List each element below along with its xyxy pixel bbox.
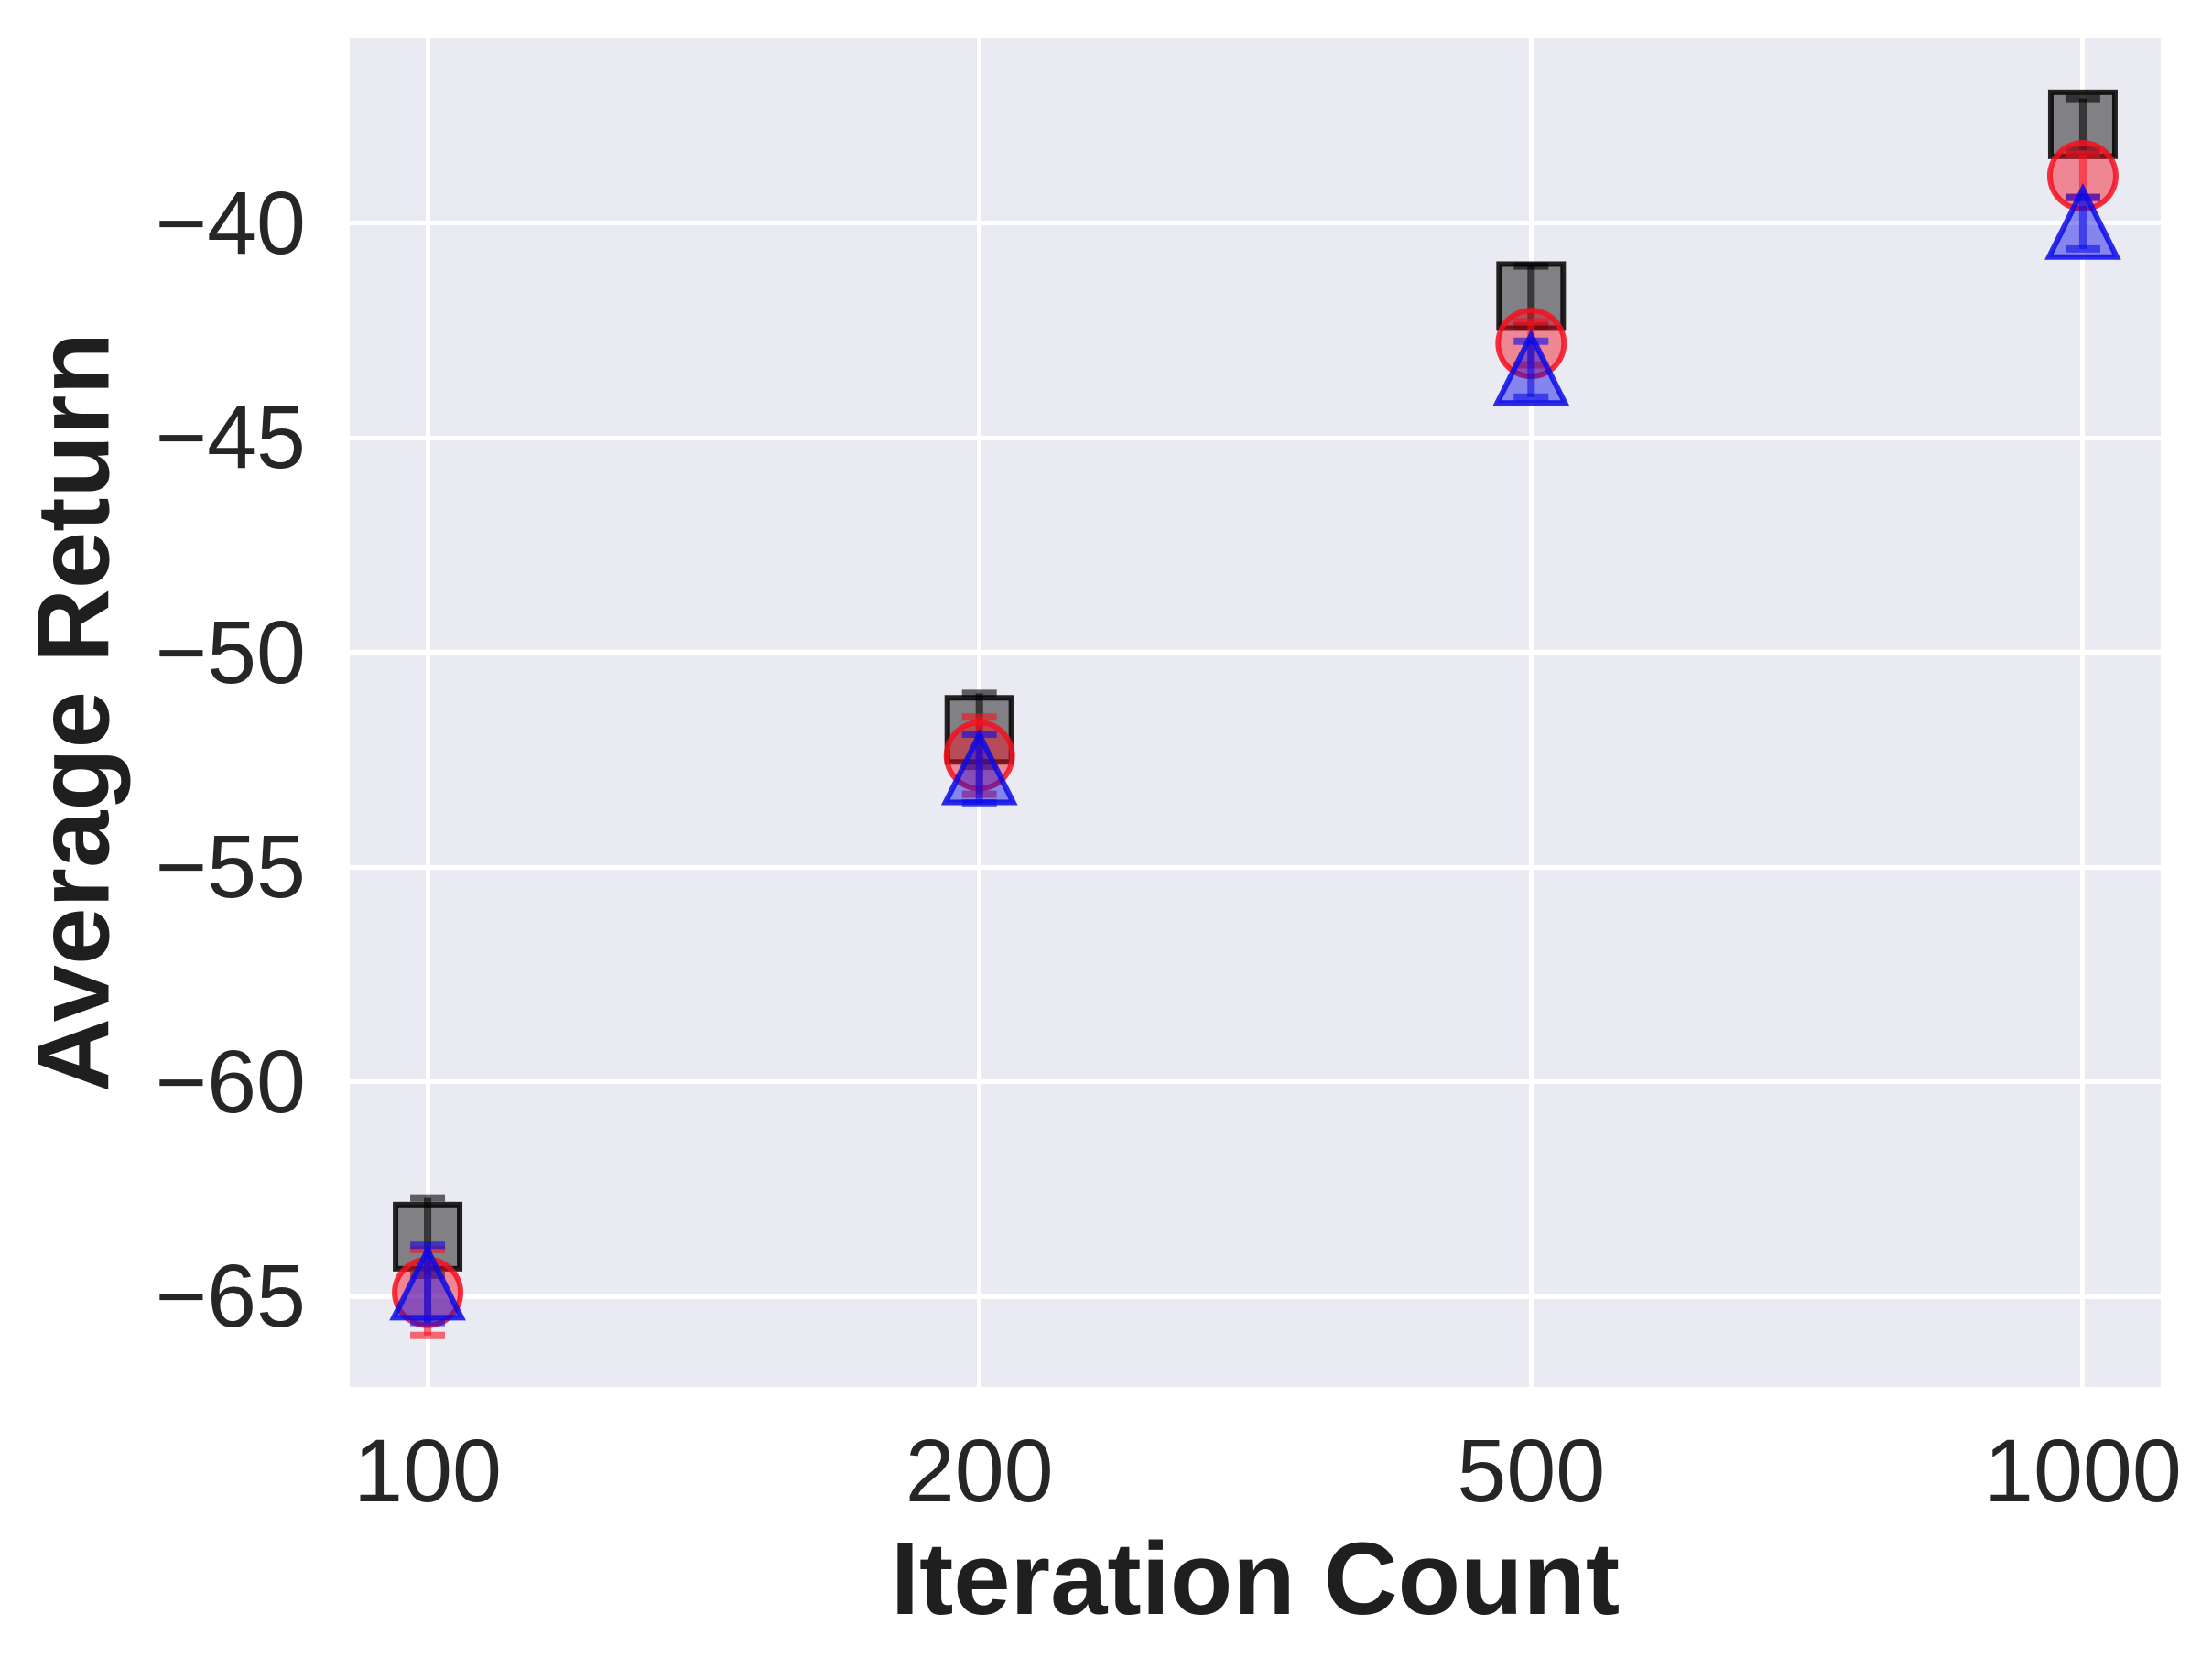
gridline-vertical <box>425 38 430 1387</box>
y-tick-label: −60 <box>155 1031 306 1132</box>
y-axis-title: Average Return <box>16 332 131 1092</box>
blue-triangles-marker <box>2044 183 2121 260</box>
y-tick-label: −40 <box>155 172 306 273</box>
gridline-vertical <box>2080 38 2086 1387</box>
gridline-horizontal <box>350 435 2161 440</box>
y-tick-label: −45 <box>155 387 306 488</box>
plot-area <box>350 38 2161 1387</box>
blue-triangles-marker <box>389 1243 466 1321</box>
y-tick-label: −65 <box>155 1246 306 1347</box>
x-tick-label: 100 <box>353 1421 502 1521</box>
gridline-horizontal <box>350 650 2161 655</box>
blue-triangles-marker <box>940 728 1018 806</box>
y-tick-label: −50 <box>155 601 306 702</box>
gridline-horizontal <box>350 221 2161 226</box>
x-axis-title: Iteration Count <box>890 1522 1621 1636</box>
gridline-horizontal <box>350 1294 2161 1299</box>
data-marker-layer <box>389 89 2121 1339</box>
x-tick-label: 1000 <box>1984 1421 2182 1521</box>
gridline-horizontal <box>350 864 2161 870</box>
y-tick-label: −55 <box>155 817 306 917</box>
x-tick-label: 200 <box>905 1421 1054 1521</box>
blue-triangles-marker <box>1492 329 1570 406</box>
x-tick-label: 500 <box>1457 1421 1606 1521</box>
gridline-horizontal <box>350 1079 2161 1085</box>
gridline-vertical <box>1528 38 1534 1387</box>
